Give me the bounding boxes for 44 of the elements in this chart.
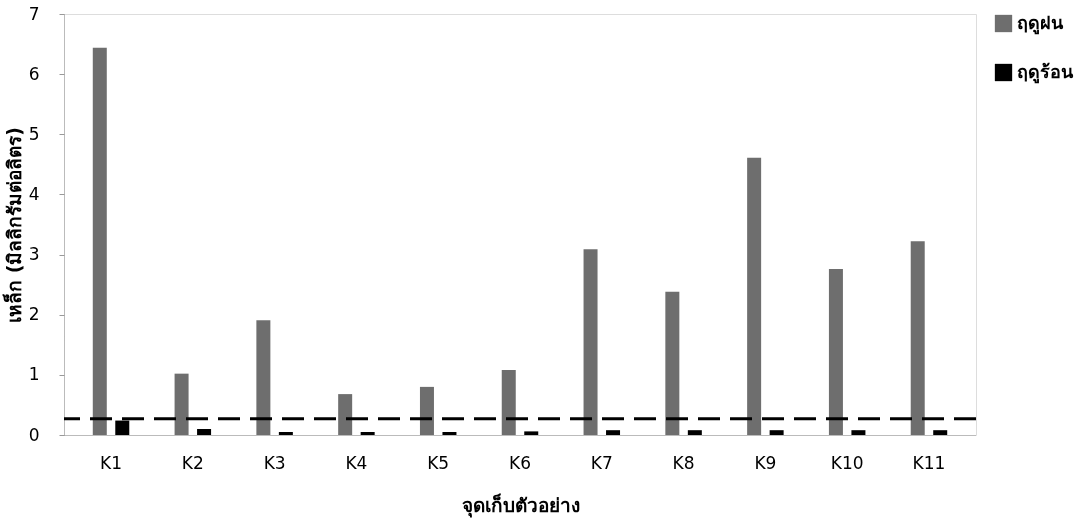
- x-tick-label: K1: [100, 452, 123, 473]
- bar: [256, 320, 271, 435]
- x-axis-title: จุดเก็บตัวอย่าง: [461, 492, 580, 518]
- bar: [910, 241, 925, 435]
- x-tick-label: K4: [345, 452, 368, 473]
- x-tick-label: K3: [263, 452, 286, 473]
- y-axis-title: เหล็ก (มิลลิกรัมต่อลิตร): [1, 127, 25, 323]
- bar: [583, 249, 598, 435]
- y-tick-label: 7: [28, 3, 40, 24]
- legend-label: ฤดูร้อน: [1017, 60, 1074, 84]
- y-tick-label: 5: [28, 123, 40, 144]
- x-tick-label: K11: [912, 452, 946, 473]
- bar: [360, 431, 375, 435]
- bar: [501, 370, 516, 435]
- y-tick-label: 3: [28, 244, 40, 265]
- bar: [828, 269, 843, 435]
- x-tick-label: K5: [427, 452, 450, 473]
- bar: [851, 430, 866, 435]
- bar: [933, 430, 948, 435]
- x-tick-label: K8: [672, 452, 695, 473]
- x-tick-label: K7: [590, 452, 613, 473]
- bar: [197, 428, 212, 435]
- bar: [419, 386, 434, 435]
- y-tick-label: 0: [28, 424, 40, 445]
- bar: [769, 430, 784, 435]
- x-tick-label: K2: [181, 452, 204, 473]
- legend-label: ฤดูฝน: [1017, 11, 1064, 35]
- y-tick-label: 4: [28, 183, 40, 204]
- bar: [338, 394, 353, 435]
- bar: [606, 430, 621, 435]
- bar: [92, 47, 107, 435]
- bar: [278, 431, 293, 435]
- x-tick-label: K6: [509, 452, 531, 473]
- y-tick-label: 2: [28, 304, 40, 325]
- y-tick-label: 1: [28, 364, 40, 385]
- bar: [174, 373, 189, 435]
- bar: [747, 157, 762, 435]
- bar: [442, 431, 457, 435]
- x-tick-label: K9: [754, 452, 777, 473]
- x-tick-label: K10: [830, 452, 864, 473]
- bar: [687, 430, 702, 435]
- bar: [665, 291, 680, 435]
- bar: [524, 431, 539, 435]
- y-tick-label: 6: [28, 63, 40, 84]
